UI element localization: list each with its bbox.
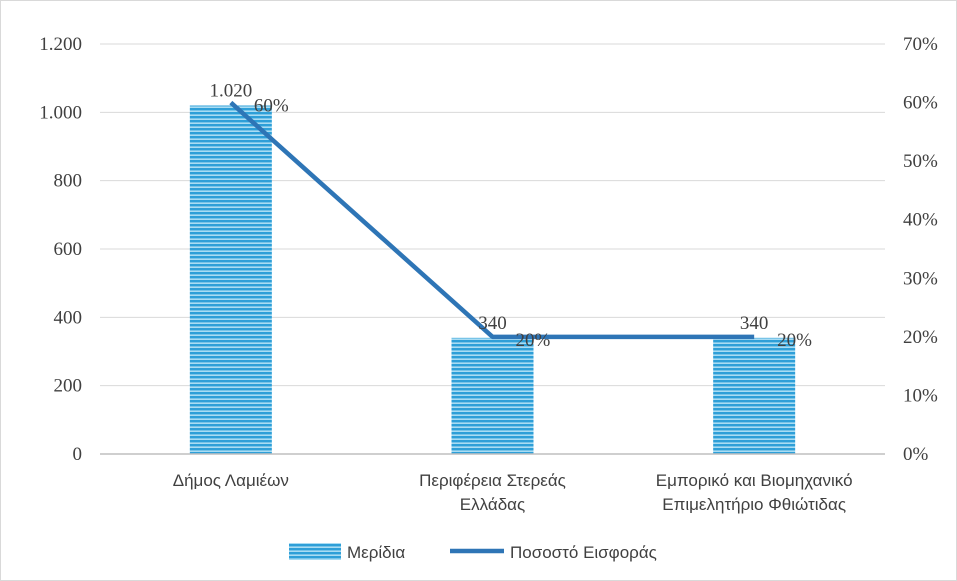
line-series	[229, 100, 755, 340]
y-right-tick-label: 60%	[903, 93, 938, 114]
y-right-tick-label: 40%	[903, 210, 938, 231]
x-category-label: Επιμελητήριο Φθιώτιδας	[662, 495, 846, 514]
bar-data-label: 1.020	[209, 81, 252, 102]
y-right-tick-label: 70%	[903, 34, 938, 55]
x-category-label: Ελλάδας	[460, 495, 525, 514]
legend: Μερίδια Ποσοστό Εισφοράς	[289, 543, 657, 562]
legend-bar-label: Μερίδια	[347, 543, 405, 562]
bar	[713, 337, 796, 454]
y-left-tick-label: 400	[54, 307, 83, 328]
bar-data-label: 340	[478, 313, 507, 334]
y-left-tick-label: 1.000	[39, 102, 82, 123]
y-left-tick-label: 1.200	[39, 34, 82, 55]
line-data-label: 20%	[516, 330, 551, 351]
legend-line-label: Ποσοστό Εισφοράς	[510, 543, 657, 562]
bar	[451, 337, 534, 454]
y-left-tick-label: 0	[73, 444, 83, 465]
y-left-tick-label: 800	[54, 171, 83, 192]
data-labels: 1.020 340 340 60% 20% 20%	[209, 81, 812, 351]
x-category-label: Δήμος Λαμιέων	[173, 471, 289, 490]
y-right-tick-label: 10%	[903, 385, 938, 406]
x-category-label: Περιφέρεια Στερεάς	[419, 471, 566, 490]
x-category-label: Εμπορικό και Βιομηχανικό	[656, 471, 853, 490]
bar	[189, 105, 272, 454]
y-right-tick-label: 50%	[903, 151, 938, 172]
bars	[189, 105, 796, 454]
y-left-tick-label: 600	[54, 239, 83, 260]
y-right-tick-label: 30%	[903, 268, 938, 289]
line-data-label: 60%	[254, 96, 289, 117]
line-data-label: 20%	[777, 330, 812, 351]
y-right-tick-label: 20%	[903, 327, 938, 348]
axes: 0 200 400 600 800 1.000 1.200 0% 10% 20% 30% 40% 50%…	[39, 34, 938, 514]
legend-bar-swatch	[289, 543, 341, 560]
line-series-path	[229, 100, 755, 340]
bar-data-label: 340	[740, 313, 769, 334]
y-left-tick-label: 200	[54, 376, 83, 397]
y-right-tick-label: 0%	[903, 444, 929, 465]
